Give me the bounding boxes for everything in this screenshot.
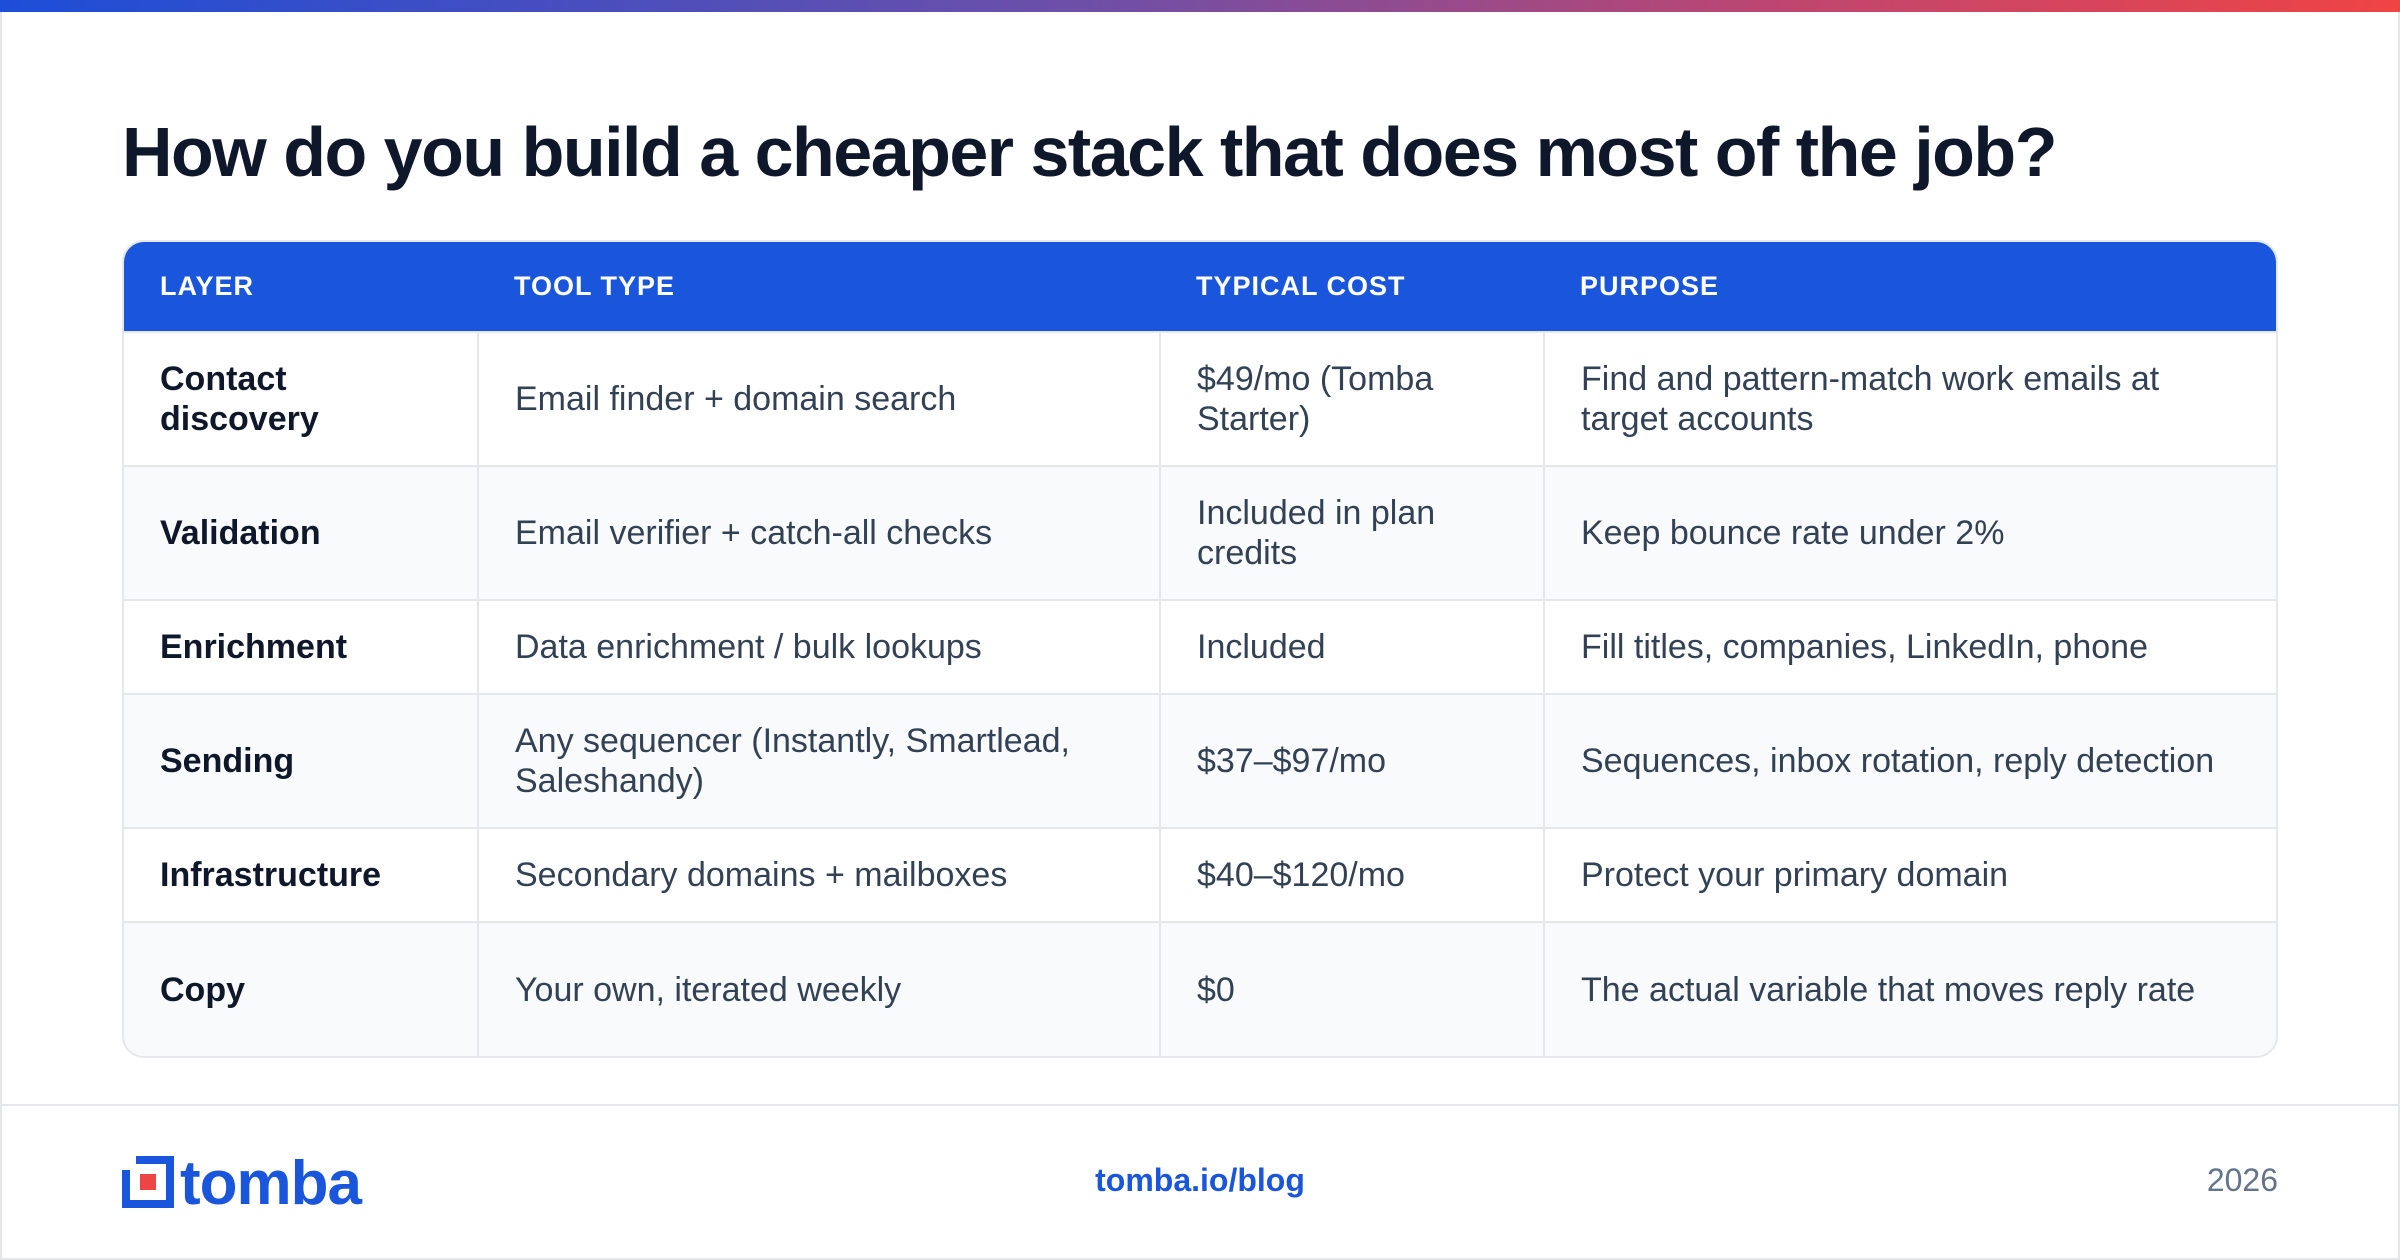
footer-divider <box>0 1104 2400 1106</box>
cell-layer: Infrastructure <box>124 827 478 922</box>
cell-purpose: Find and pattern-match work emails at ta… <box>1543 331 2276 466</box>
table-header-row: LAYER TOOL TYPE TYPICAL COST PURPOSE <box>124 242 2276 332</box>
cell-tool-type: Any sequencer (Instantly, Smartlead, Sal… <box>477 693 1160 828</box>
cell-purpose: Protect your primary domain <box>1543 827 2276 922</box>
header-typical-cost: TYPICAL COST <box>1196 271 1406 301</box>
header-purpose: PURPOSE <box>1580 271 1720 301</box>
cell-layer: Validation <box>124 465 478 600</box>
cell-typical-cost: $49/mo (Tomba Starter) <box>1159 331 1544 466</box>
cell-layer: Sending <box>124 693 478 828</box>
logo-wordmark: tomba <box>180 1149 362 1218</box>
page-title: How do you build a cheaper stack that do… <box>122 113 2057 191</box>
header-layer: LAYER <box>160 271 255 301</box>
comparison-table: LAYER TOOL TYPE TYPICAL COST PURPOSE Con… <box>124 242 2276 1056</box>
gradient-top-bar <box>0 0 2400 12</box>
cell-purpose: Sequences, inbox rotation, reply detecti… <box>1543 693 2276 828</box>
cell-typical-cost: $37–$97/mo <box>1159 693 1544 828</box>
cell-typical-cost: Included in plan credits <box>1159 465 1544 600</box>
cell-tool-type: Your own, iterated weekly <box>477 921 1160 1056</box>
cell-tool-type: Secondary domains + mailboxes <box>477 827 1160 922</box>
cell-purpose: The actual variable that moves reply rat… <box>1543 921 2276 1056</box>
cell-tool-type: Data enrichment / bulk lookups <box>477 599 1160 694</box>
header-tool-type: TOOL TYPE <box>514 271 676 301</box>
cell-purpose: Keep bounce rate under 2% <box>1543 465 2276 600</box>
footer-year: 2026 <box>2206 1162 2278 1198</box>
tomba-logo-icon <box>122 1155 174 1213</box>
table-row: Validation Email verifier + catch-all ch… <box>124 465 2276 600</box>
table-row: Contact discovery Email finder + domain … <box>124 331 2276 466</box>
stack-table: LAYER TOOL TYPE TYPICAL COST PURPOSE Con… <box>122 240 2278 1058</box>
cell-layer: Enrichment <box>124 599 478 694</box>
tomba-logo[interactable]: tomba <box>122 1149 362 1218</box>
table-row: Enrichment Data enrichment / bulk lookup… <box>124 599 2276 694</box>
table-row: Copy Your own, iterated weekly $0 The ac… <box>124 921 2276 1056</box>
cell-typical-cost: $40–$120/mo <box>1159 827 1544 922</box>
cell-tool-type: Email finder + domain search <box>477 331 1160 466</box>
table-row: Infrastructure Secondary domains + mailb… <box>124 827 2276 922</box>
cell-typical-cost: $0 <box>1159 921 1544 1056</box>
cell-layer: Contact discovery <box>124 331 478 466</box>
cell-tool-type: Email verifier + catch-all checks <box>477 465 1160 600</box>
table-row: Sending Any sequencer (Instantly, Smartl… <box>124 693 2276 828</box>
blog-link[interactable]: tomba.io/blog <box>1095 1162 1305 1198</box>
cell-layer: Copy <box>124 921 478 1056</box>
cell-purpose: Fill titles, companies, LinkedIn, phone <box>1543 599 2276 694</box>
cell-typical-cost: Included <box>1159 599 1544 694</box>
